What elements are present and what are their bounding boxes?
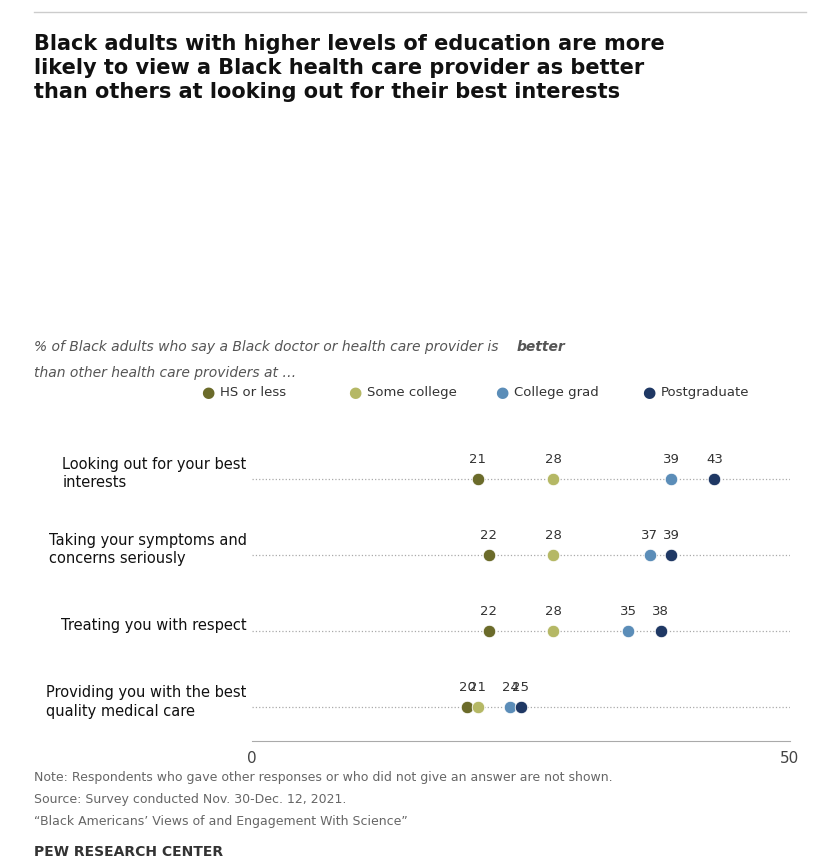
Text: ●: ●: [349, 384, 362, 400]
Text: PEW RESEARCH CENTER: PEW RESEARCH CENTER: [34, 844, 223, 858]
Text: 20: 20: [459, 680, 475, 693]
Text: Treating you with respect: Treating you with respect: [61, 617, 247, 633]
Text: “Black Americans’ Views of and Engagement With Science”: “Black Americans’ Views of and Engagemen…: [34, 814, 407, 827]
Text: ●: ●: [496, 384, 509, 400]
Text: 21: 21: [470, 680, 486, 693]
Text: 28: 28: [544, 604, 561, 617]
Text: Note: Respondents who gave other responses or who did not give an answer are not: Note: Respondents who gave other respons…: [34, 771, 612, 784]
Text: 28: 28: [544, 452, 561, 465]
Text: Postgraduate: Postgraduate: [661, 385, 749, 399]
Text: Black adults with higher levels of education are more
likely to view a Black hea: Black adults with higher levels of educa…: [34, 34, 664, 102]
Text: Providing you with the best
quality medical care: Providing you with the best quality medi…: [46, 684, 247, 718]
Text: 21: 21: [470, 452, 486, 465]
Text: 35: 35: [620, 604, 637, 617]
Text: ●: ●: [643, 384, 656, 400]
Text: than other health care providers at …: than other health care providers at …: [34, 366, 296, 380]
Text: College grad: College grad: [514, 385, 599, 399]
Text: 28: 28: [544, 529, 561, 542]
Text: HS or less: HS or less: [220, 385, 286, 399]
Text: 22: 22: [480, 604, 497, 617]
Text: ●: ●: [202, 384, 215, 400]
Text: Looking out for your best
interests: Looking out for your best interests: [62, 456, 247, 490]
Text: 37: 37: [641, 529, 659, 542]
Text: % of Black adults who say a Black doctor or health care provider is: % of Black adults who say a Black doctor…: [34, 340, 502, 354]
Text: 39: 39: [663, 452, 680, 465]
Text: Source: Survey conducted Nov. 30-Dec. 12, 2021.: Source: Survey conducted Nov. 30-Dec. 12…: [34, 792, 346, 805]
Text: 39: 39: [663, 529, 680, 542]
Text: Taking your symptoms and
concerns seriously: Taking your symptoms and concerns seriou…: [49, 532, 247, 566]
Text: 22: 22: [480, 529, 497, 542]
Text: Some college: Some college: [367, 385, 457, 399]
Text: 24: 24: [501, 680, 518, 693]
Text: 43: 43: [706, 452, 722, 465]
Text: better: better: [517, 340, 565, 354]
Text: 38: 38: [652, 604, 669, 617]
Text: 25: 25: [512, 680, 529, 693]
